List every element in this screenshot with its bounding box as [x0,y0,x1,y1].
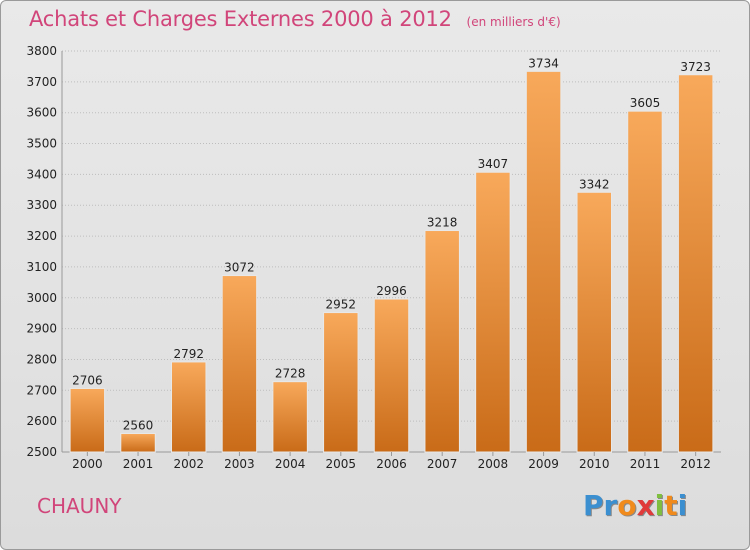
y-tick-label: 3400 [26,167,57,181]
bar-2011 [627,110,663,453]
chart-unit: (en milliers d'€) [466,15,561,29]
bars: 2706 2560 2792 3072 2728 2952 2996 3218 3407 3734… [69,56,714,453]
y-tick-label: 3700 [26,75,57,89]
y-tick-label: 2800 [26,352,57,366]
x-tick-label: 2010 [579,457,610,471]
proxiti-logo[interactable]: Proxiti [583,489,687,522]
bar-2007 [424,230,460,453]
x-tick-label: 2006 [376,457,407,471]
x-tick-label: 2000 [72,457,103,471]
logo-letter: o [617,489,637,522]
x-tick-label: 2003 [224,457,255,471]
logo-letter: t [664,489,678,522]
logo-letter: i [677,489,688,522]
y-axis: 2500 2600 2700 2800 2900 3000 3100 3200 3300 3400… [26,44,721,459]
y-tick-label: 2500 [26,445,57,459]
bar-2010 [576,191,613,453]
bar-2008 [475,171,511,453]
y-tick-label: 3600 [26,106,57,120]
x-tick-label: 2008 [478,457,509,471]
y-tick-label: 3300 [26,198,57,212]
logo-letter: P [583,489,604,522]
value-label: 3218 [427,216,458,230]
value-label: 2560 [123,418,154,432]
value-label: 2952 [326,298,357,312]
value-label: 2728 [275,367,306,381]
chart-title-text: Achats et Charges Externes 2000 à 2012 [29,7,452,31]
value-label: 3407 [478,157,509,171]
value-label: 3072 [224,261,255,275]
x-tick-label: 2005 [326,457,357,471]
bar-2005 [323,312,359,453]
value-label: 2706 [72,373,103,387]
value-label: 2792 [173,347,204,361]
y-tick-label: 2900 [26,322,57,336]
bar-2001 [120,432,156,453]
bar-2002 [170,361,207,453]
value-label: 3605 [630,96,661,110]
logo-letter: x [636,489,655,522]
x-tick-label: 2009 [528,457,559,471]
x-tick-label: 2007 [427,457,458,471]
value-label: 3723 [680,60,711,74]
bar-2009 [525,70,562,453]
x-tick-label: 2012 [680,457,711,471]
bar-2004 [272,381,308,453]
y-tick-label: 2600 [26,414,57,428]
x-tick-label: 2001 [123,457,154,471]
value-label: 3734 [528,56,559,70]
x-axis: 2000 2001 2002 2003 2004 2005 2006 2007 2008 2009… [72,452,711,471]
value-label: 3342 [579,177,610,191]
bar-2000 [69,387,106,453]
chart-title: Achats et Charges Externes 2000 à 2012 (… [29,7,561,31]
city-name: CHAUNY [37,494,122,518]
x-tick-label: 2004 [275,457,306,471]
y-tick-label: 3800 [26,44,57,58]
y-tick-label: 2700 [26,383,57,397]
y-tick-label: 3500 [26,137,57,151]
x-tick-label: 2011 [630,457,661,471]
y-tick-label: 3000 [26,291,57,305]
x-tick-label: 2002 [173,457,204,471]
logo-letter: i [654,489,665,522]
bar-2006 [373,298,410,453]
y-tick-label: 3100 [26,260,57,274]
logo-letter: r [603,489,618,522]
bar-2003 [221,275,258,453]
bar-2012 [677,74,714,453]
value-label: 2996 [376,284,407,298]
y-tick-label: 3200 [26,229,57,243]
